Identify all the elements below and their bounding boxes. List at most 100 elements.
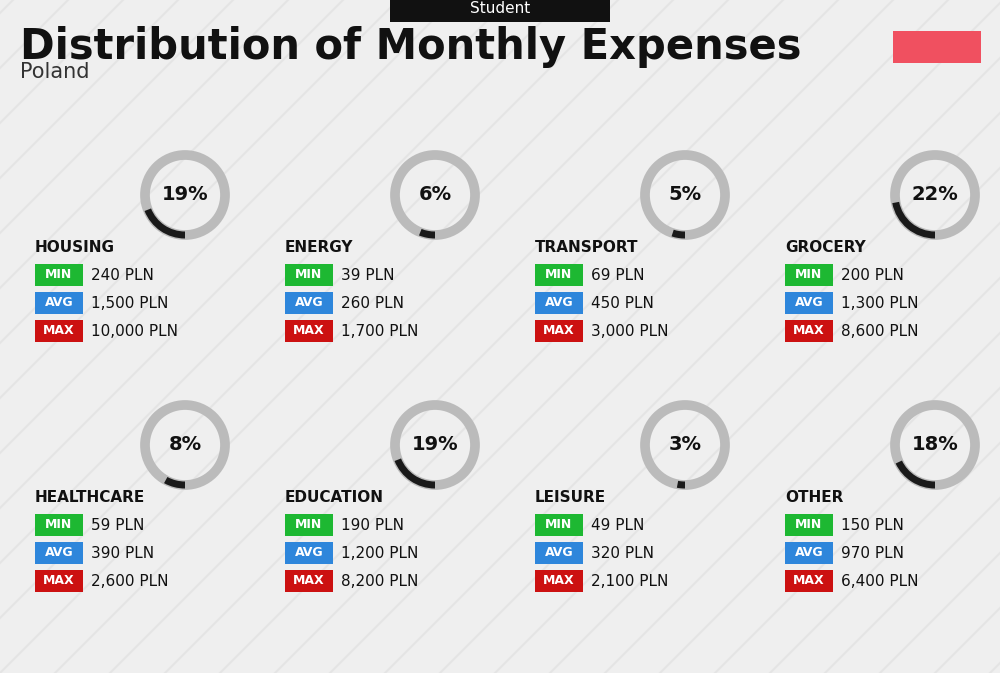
Text: 18%: 18% — [912, 435, 958, 454]
FancyBboxPatch shape — [35, 264, 83, 286]
Text: MIN: MIN — [45, 518, 73, 532]
Text: AVG: AVG — [295, 297, 323, 310]
Text: EDUCATION: EDUCATION — [285, 489, 384, 505]
Text: 1,300 PLN: 1,300 PLN — [841, 295, 918, 310]
Text: 240 PLN: 240 PLN — [91, 267, 154, 283]
Text: 8%: 8% — [168, 435, 202, 454]
FancyBboxPatch shape — [535, 542, 583, 564]
Text: HEALTHCARE: HEALTHCARE — [35, 489, 145, 505]
FancyBboxPatch shape — [535, 292, 583, 314]
Text: 450 PLN: 450 PLN — [591, 295, 654, 310]
Text: AVG: AVG — [795, 546, 823, 559]
Text: MIN: MIN — [795, 518, 823, 532]
Text: 1,200 PLN: 1,200 PLN — [341, 546, 418, 561]
FancyBboxPatch shape — [785, 542, 833, 564]
Text: 1,700 PLN: 1,700 PLN — [341, 324, 418, 339]
Wedge shape — [892, 202, 935, 238]
Text: 8,600 PLN: 8,600 PLN — [841, 324, 918, 339]
FancyBboxPatch shape — [390, 0, 610, 22]
Text: 150 PLN: 150 PLN — [841, 518, 904, 532]
Text: 2,600 PLN: 2,600 PLN — [91, 573, 168, 588]
Text: GROCERY: GROCERY — [785, 240, 866, 254]
FancyBboxPatch shape — [785, 320, 833, 342]
FancyBboxPatch shape — [35, 514, 83, 536]
Text: LEISURE: LEISURE — [535, 489, 606, 505]
Text: 5%: 5% — [668, 186, 702, 205]
Text: 49 PLN: 49 PLN — [591, 518, 644, 532]
Text: 970 PLN: 970 PLN — [841, 546, 904, 561]
Text: MAX: MAX — [293, 324, 325, 337]
FancyBboxPatch shape — [785, 514, 833, 536]
FancyBboxPatch shape — [785, 292, 833, 314]
Text: 59 PLN: 59 PLN — [91, 518, 144, 532]
FancyBboxPatch shape — [35, 292, 83, 314]
Text: 22%: 22% — [912, 186, 958, 205]
Text: OTHER: OTHER — [785, 489, 843, 505]
FancyBboxPatch shape — [285, 292, 333, 314]
Text: 10,000 PLN: 10,000 PLN — [91, 324, 178, 339]
Text: 19%: 19% — [412, 435, 458, 454]
FancyBboxPatch shape — [35, 542, 83, 564]
Text: 19%: 19% — [162, 186, 208, 205]
FancyBboxPatch shape — [535, 264, 583, 286]
Text: AVG: AVG — [295, 546, 323, 559]
FancyBboxPatch shape — [785, 264, 833, 286]
Text: 320 PLN: 320 PLN — [591, 546, 654, 561]
Text: ENERGY: ENERGY — [285, 240, 354, 254]
Wedge shape — [145, 209, 185, 238]
Text: MAX: MAX — [543, 324, 575, 337]
Wedge shape — [164, 477, 185, 489]
Text: 1,500 PLN: 1,500 PLN — [91, 295, 168, 310]
Text: MIN: MIN — [45, 269, 73, 281]
Text: AVG: AVG — [545, 297, 573, 310]
FancyBboxPatch shape — [35, 320, 83, 342]
Text: MIN: MIN — [545, 518, 573, 532]
Text: 8,200 PLN: 8,200 PLN — [341, 573, 418, 588]
Text: 390 PLN: 390 PLN — [91, 546, 154, 561]
FancyBboxPatch shape — [535, 320, 583, 342]
Text: Distribution of Monthly Expenses: Distribution of Monthly Expenses — [20, 26, 802, 68]
FancyBboxPatch shape — [785, 570, 833, 592]
Text: MIN: MIN — [295, 269, 323, 281]
Text: MAX: MAX — [293, 575, 325, 588]
Text: AVG: AVG — [45, 546, 73, 559]
Text: 2,100 PLN: 2,100 PLN — [591, 573, 668, 588]
FancyBboxPatch shape — [893, 31, 981, 63]
FancyBboxPatch shape — [535, 514, 583, 536]
Text: AVG: AVG — [795, 297, 823, 310]
Text: 200 PLN: 200 PLN — [841, 267, 904, 283]
Text: MAX: MAX — [793, 324, 825, 337]
Wedge shape — [896, 460, 935, 489]
Text: MIN: MIN — [795, 269, 823, 281]
Text: 190 PLN: 190 PLN — [341, 518, 404, 532]
Text: MIN: MIN — [545, 269, 573, 281]
Text: MAX: MAX — [543, 575, 575, 588]
Wedge shape — [677, 481, 685, 489]
Text: MAX: MAX — [793, 575, 825, 588]
Text: 3,000 PLN: 3,000 PLN — [591, 324, 668, 339]
Text: 260 PLN: 260 PLN — [341, 295, 404, 310]
Text: 6,400 PLN: 6,400 PLN — [841, 573, 918, 588]
Wedge shape — [672, 229, 685, 238]
Text: AVG: AVG — [545, 546, 573, 559]
Text: Poland: Poland — [20, 62, 90, 82]
FancyBboxPatch shape — [285, 570, 333, 592]
FancyBboxPatch shape — [35, 570, 83, 592]
Wedge shape — [395, 458, 435, 489]
FancyBboxPatch shape — [535, 570, 583, 592]
Text: MIN: MIN — [295, 518, 323, 532]
Text: AVG: AVG — [45, 297, 73, 310]
Text: TRANSPORT: TRANSPORT — [535, 240, 639, 254]
Text: HOUSING: HOUSING — [35, 240, 115, 254]
Text: 6%: 6% — [418, 186, 452, 205]
Text: 3%: 3% — [668, 435, 702, 454]
FancyBboxPatch shape — [285, 320, 333, 342]
Text: Student: Student — [470, 1, 530, 16]
Text: 69 PLN: 69 PLN — [591, 267, 644, 283]
FancyBboxPatch shape — [285, 514, 333, 536]
Wedge shape — [419, 229, 435, 238]
Text: 39 PLN: 39 PLN — [341, 267, 394, 283]
Text: MAX: MAX — [43, 324, 75, 337]
FancyBboxPatch shape — [285, 542, 333, 564]
Text: MAX: MAX — [43, 575, 75, 588]
